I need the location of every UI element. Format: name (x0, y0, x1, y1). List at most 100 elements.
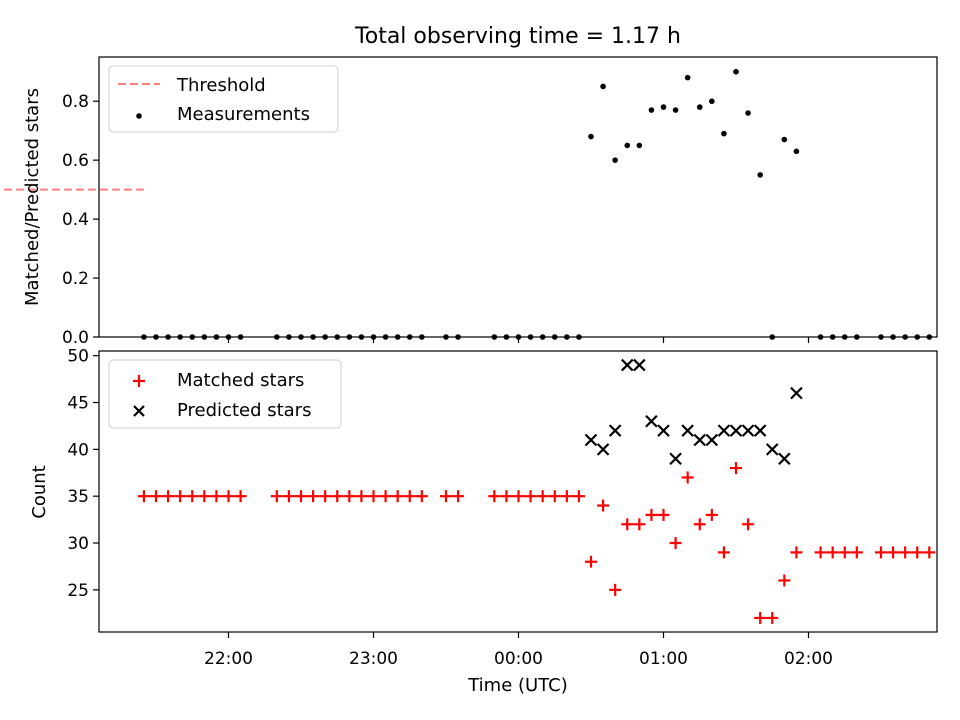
matched-star-point (319, 490, 332, 503)
matched-star-point (367, 490, 380, 503)
matched-star-point (391, 490, 404, 503)
predicted-star-point (729, 424, 743, 437)
measurement-point (793, 148, 800, 155)
measurement-point (612, 157, 618, 163)
x-tick-label: 02:00 (784, 649, 833, 669)
matched-star-point (730, 462, 742, 475)
predicted-legend-marker (133, 405, 145, 417)
measurement-point (721, 130, 727, 137)
matched-star-point (415, 490, 428, 503)
top-y-tick-label: 0.6 (62, 151, 89, 171)
measurements-legend-marker (136, 113, 142, 119)
matched-star-point (923, 546, 936, 559)
top-y-tick-label: 0.8 (62, 92, 89, 112)
matched-star-point (585, 555, 597, 568)
predicted-star-point (645, 414, 658, 428)
predicted-star-point (705, 433, 719, 447)
x-tick-label: 01:00 (639, 649, 688, 669)
measurement-point (709, 98, 715, 105)
bottom-legend: Matched stars Predicted stars (108, 359, 342, 429)
matched-legend-label: Matched stars (177, 370, 304, 391)
predicted-star-point (669, 452, 682, 465)
measurement-point (696, 104, 703, 110)
measurement-point (733, 68, 739, 75)
matched-star-point (657, 508, 670, 521)
matched-star-point (440, 490, 452, 503)
top-y-tick-label: 0.4 (62, 210, 89, 230)
x-axis-label: Time (UTC) (467, 675, 568, 696)
bottom-y-tick-label: 35 (67, 487, 89, 507)
matched-star-point (681, 471, 694, 484)
predicted-star-point (633, 358, 646, 372)
matched-star-point (693, 518, 706, 531)
top-y-tick-label: 0.2 (62, 269, 89, 289)
matched-star-point (572, 490, 585, 503)
matched-star-point (838, 546, 851, 559)
predicted-star-point (753, 424, 767, 437)
predicted-star-point (765, 443, 779, 456)
bottom-y-tick-label: 45 (67, 394, 89, 414)
matched-star-point (524, 490, 537, 503)
matched-star-point (911, 546, 924, 559)
predicted-star-point (717, 424, 731, 437)
matched-star-point (826, 546, 839, 559)
bottom-panel: 25 30 35 40 45 50 22:00 23:00 00:00 01:00 02:00 C… (29, 347, 938, 696)
matched-star-point (234, 490, 247, 503)
matched-star-point (343, 490, 356, 503)
predicted-star-point (608, 424, 622, 437)
measurement-point (600, 83, 606, 90)
predicted-star-point (790, 386, 803, 400)
bottom-y-tick-label: 50 (67, 347, 89, 367)
matched-star-point (621, 518, 634, 531)
measurement-point (648, 107, 655, 113)
predicted-star-point (778, 452, 791, 465)
predicted-legend-label: Predicted stars (177, 400, 311, 421)
top-y-tick-label: 0.0 (62, 328, 89, 348)
measurements-legend-label: Measurements (177, 104, 310, 125)
predicted-star-point (620, 358, 634, 372)
x-tick-label: 23:00 (349, 649, 398, 669)
bottom-y-tick-label: 25 (67, 581, 89, 601)
matched-star-point (331, 490, 344, 503)
top-legend: Threshold Measurements (108, 65, 339, 133)
measurement-point (684, 74, 691, 81)
measurement-point (660, 104, 667, 110)
matched-star-point (766, 611, 779, 624)
bottom-y-tick-label: 30 (67, 534, 89, 554)
matched-star-point (609, 583, 622, 596)
matched-star-point (875, 546, 887, 559)
matched-star-point (742, 518, 755, 531)
measurement-point (757, 172, 763, 178)
matched-star-point (560, 490, 573, 503)
matched-star-point (814, 546, 827, 559)
chart-title: Total observing time = 1.17 h (354, 24, 681, 49)
measurement-point (672, 107, 679, 113)
matched-star-point (307, 490, 320, 503)
matched-star-point (162, 490, 175, 503)
predicted-star-point (596, 443, 610, 456)
matched-star-point (222, 490, 235, 503)
x-tick-label: 00:00 (494, 649, 543, 669)
predicted-star-point (657, 424, 670, 437)
matched-star-point (633, 518, 646, 531)
x-tick-label: 22:00 (204, 649, 253, 669)
matched-star-point (778, 574, 791, 587)
matched-star-point (645, 508, 658, 521)
matched-legend-marker (133, 375, 145, 387)
bottom-y-axis-label: Count (29, 465, 50, 518)
top-y-axis-label: Matched/Predicted stars (22, 88, 43, 306)
measurement-point (636, 142, 643, 149)
matched-star-point (669, 537, 682, 550)
matched-star-point (452, 490, 465, 503)
matched-star-point (488, 490, 501, 503)
matched-star-point (137, 490, 150, 503)
matched-star-point (887, 546, 900, 559)
matched-star-point (174, 490, 187, 503)
matched-star-point (705, 508, 718, 521)
matched-star-point (282, 490, 295, 503)
matched-star-point (536, 490, 549, 503)
matched-star-point (597, 499, 610, 512)
threshold-legend-label: Threshold (176, 75, 266, 96)
predicted-star-point (584, 433, 598, 447)
